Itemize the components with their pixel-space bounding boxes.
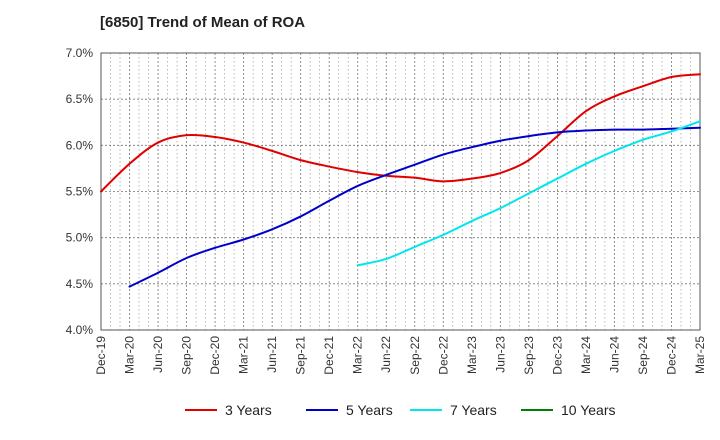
x-tick-label: Mar-20 xyxy=(123,336,137,374)
legend-item: 10 Years xyxy=(521,402,616,418)
x-tick-label: Dec-23 xyxy=(550,336,564,375)
x-tick-label: Dec-22 xyxy=(436,336,450,375)
x-tick-label: Sep-24 xyxy=(636,336,650,375)
x-tick-label: Jun-24 xyxy=(607,336,621,373)
legend-swatch xyxy=(306,409,338,411)
x-tick-label: Mar-22 xyxy=(351,336,365,374)
legend-label: 3 Years xyxy=(225,402,272,418)
legend-swatch xyxy=(185,409,217,411)
legend: 3 Years 5 Years 7 Years 10 Years xyxy=(0,402,720,426)
x-tick-label: Mar-25 xyxy=(693,336,707,374)
chart-title: [6850] Trend of Mean of ROA xyxy=(100,14,306,31)
x-tick-label: Sep-20 xyxy=(180,336,194,375)
x-tick-label: Sep-23 xyxy=(522,336,536,375)
x-tick-label: Sep-21 xyxy=(294,336,308,375)
legend-label: 5 Years xyxy=(346,402,393,418)
x-tick-label: Jun-22 xyxy=(379,336,393,373)
legend-label: 10 Years xyxy=(561,402,616,418)
legend-item: 7 Years xyxy=(410,402,497,418)
y-tick-label: 4.0% xyxy=(66,323,94,337)
x-tick-label: Mar-23 xyxy=(465,336,479,374)
series-line-3-years xyxy=(100,73,701,193)
x-tick-label: Mar-24 xyxy=(579,336,593,374)
x-tick-label: Jun-20 xyxy=(151,336,165,373)
y-tick-label: 6.5% xyxy=(66,92,94,106)
y-tick-label: 5.0% xyxy=(66,231,94,245)
grid xyxy=(101,53,700,330)
legend-item: 3 Years xyxy=(185,402,272,418)
legend-item: 5 Years xyxy=(306,402,393,418)
x-tick-label: Mar-21 xyxy=(237,336,251,374)
x-tick-label: Dec-19 xyxy=(94,336,108,375)
series-line-5-years xyxy=(128,126,701,288)
x-tick-label: Dec-21 xyxy=(322,336,336,375)
x-tick-label: Sep-22 xyxy=(408,336,422,375)
y-tick-label: 4.5% xyxy=(66,277,94,291)
y-tick-label: 5.5% xyxy=(66,185,94,199)
legend-swatch xyxy=(521,409,553,411)
series-lines xyxy=(100,73,701,288)
y-tick-label: 7.0% xyxy=(66,46,94,60)
x-tick-label: Jun-21 xyxy=(265,336,279,373)
series-line-7-years xyxy=(356,120,701,267)
legend-label: 7 Years xyxy=(450,402,497,418)
x-tick-label: Dec-20 xyxy=(208,336,222,375)
x-tick-label: Dec-24 xyxy=(664,336,678,375)
y-tick-label: 6.0% xyxy=(66,138,94,152)
x-tick-label: Jun-23 xyxy=(493,336,507,373)
legend-swatch xyxy=(410,409,442,411)
